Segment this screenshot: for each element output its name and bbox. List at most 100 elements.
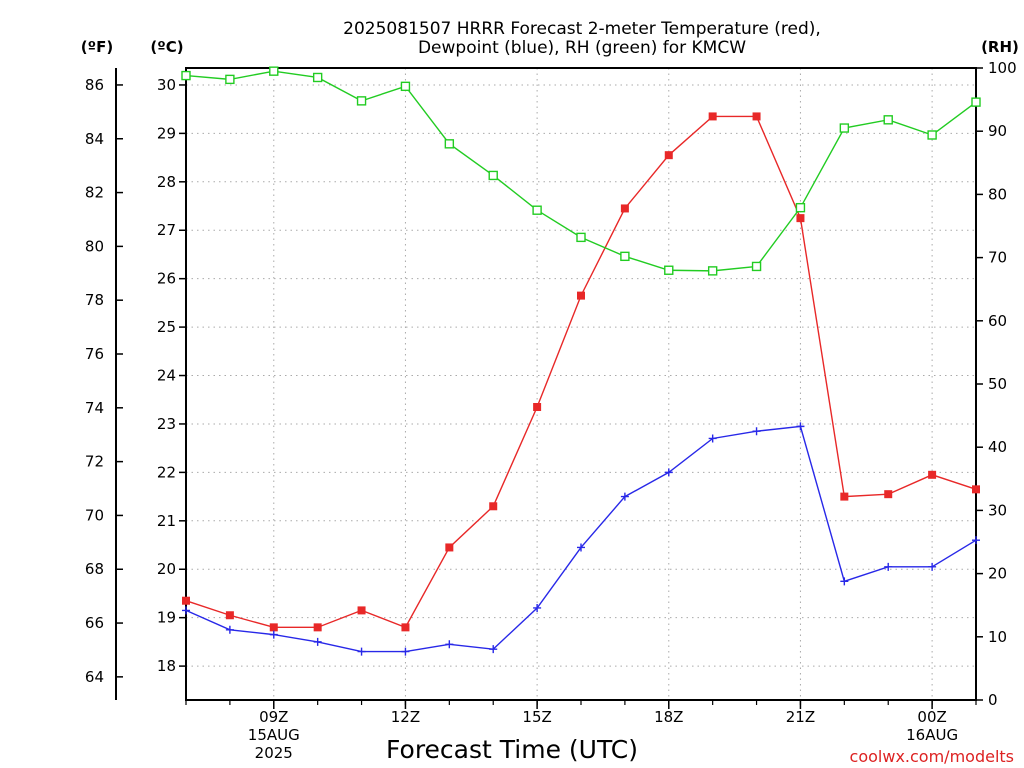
- fahrenheit-tick-label: 78: [85, 291, 104, 309]
- rh-point: [751, 261, 762, 272]
- series: [181, 66, 981, 656]
- fahrenheit-tick-label: 64: [85, 668, 104, 686]
- rh-tick-label: 100: [988, 59, 1017, 77]
- temperature-point: [269, 623, 278, 632]
- rh-unit-label: (RH): [981, 38, 1019, 56]
- source-credit: coolwx.com/modelts: [850, 747, 1014, 766]
- rh-point: [225, 74, 235, 85]
- dewpoint-point: [620, 492, 629, 501]
- fahrenheit-tick-label: 70: [85, 506, 104, 524]
- rh-point: [400, 81, 411, 92]
- rh-point: [839, 123, 850, 133]
- x-tick-label: 15AUG: [248, 726, 300, 744]
- rh-point: [312, 72, 323, 83]
- rh-point: [664, 265, 674, 275]
- grid-lines: [186, 68, 976, 700]
- dewpoint-point: [972, 536, 980, 545]
- rh-tick-label: 0: [988, 691, 998, 709]
- dewpoint-point: [489, 645, 498, 654]
- celsius-tick-label: 18: [157, 657, 176, 675]
- rh-point: [532, 205, 542, 215]
- x-tick-label: 00Z: [917, 708, 946, 726]
- temperature-point: [533, 403, 542, 412]
- celsius-tick-label: 21: [157, 512, 176, 530]
- rh-tick-label: 90: [988, 122, 1007, 140]
- celsius-tick-label: 19: [157, 609, 176, 627]
- rh-tick-label: 70: [988, 249, 1007, 267]
- celsius-tick-label: 22: [157, 463, 176, 481]
- rh-tick-label: 10: [988, 628, 1007, 646]
- dewpoint-point: [577, 543, 585, 552]
- x-tick-label: 2025: [255, 744, 293, 762]
- dewpoint-point: [269, 630, 278, 639]
- fahrenheit-tick-label: 74: [85, 399, 104, 417]
- temperature-point: [972, 485, 980, 494]
- celsius-tick-label: 28: [157, 173, 176, 191]
- dewpoint-point: [357, 647, 366, 656]
- temperature-point: [489, 502, 498, 511]
- chart-title-line-2: Dewpoint (blue), RH (green) for KMCW: [418, 38, 746, 58]
- dewpoint-point: [752, 427, 761, 436]
- temperature-point: [840, 492, 849, 501]
- fahrenheit-tick-label: 76: [85, 345, 104, 363]
- rh-point: [269, 66, 279, 76]
- temperature-point: [357, 606, 366, 615]
- x-tick-label: 18Z: [654, 708, 683, 726]
- dewpoint-point: [708, 434, 717, 443]
- rh-point: [356, 96, 367, 106]
- celsius-tick-label: 29: [157, 124, 176, 142]
- rh-point: [181, 70, 191, 81]
- celsius-tick-label: 30: [157, 76, 176, 94]
- fahrenheit-tick-label: 72: [85, 453, 104, 471]
- rh-point: [620, 251, 630, 262]
- celsius-unit-label: (ºC): [150, 38, 183, 56]
- celsius-tick-label: 27: [157, 221, 176, 239]
- fahrenheit-tick-label: 82: [85, 184, 104, 202]
- dewpoint-point: [928, 562, 937, 571]
- fahrenheit-unit-label: (ºF): [81, 38, 113, 56]
- rh-point: [971, 97, 981, 107]
- dewpoint-point: [533, 603, 542, 612]
- plot-frame: [185, 67, 977, 701]
- temperature-point: [620, 204, 629, 213]
- temperature-point: [445, 543, 454, 552]
- dewpoint-point: [313, 637, 322, 646]
- temperature-point: [708, 112, 717, 121]
- celsius-tick-label: 20: [157, 560, 176, 578]
- temperature-point: [313, 623, 322, 632]
- celsius-tick-label: 25: [157, 318, 176, 336]
- x-tick-label: 09Z: [259, 708, 288, 726]
- rh-point: [444, 139, 455, 149]
- dewpoint-point: [182, 606, 190, 615]
- fahrenheit-tick-label: 84: [85, 130, 104, 148]
- axes: 18 19 20 21 22 23 24 25 26 27 28 29 30 64 66 68 70 72 74 76…: [85, 59, 1017, 762]
- temperature-point: [401, 623, 410, 632]
- chart-title-line-1: 2025081507 HRRR Forecast 2-meter Tempera…: [343, 19, 821, 39]
- temperature-point: [225, 611, 234, 620]
- celsius-tick-label: 23: [157, 415, 176, 433]
- rh-point: [707, 266, 718, 276]
- x-axis-label: Forecast Time (UTC): [386, 735, 638, 764]
- rh-point: [883, 115, 893, 125]
- x-tick-label: 12Z: [391, 708, 420, 726]
- dewpoint-point: [225, 625, 234, 634]
- rh-point: [488, 170, 498, 181]
- fahrenheit-tick-label: 86: [85, 76, 104, 94]
- rh-point: [795, 202, 806, 213]
- celsius-tick-label: 24: [157, 367, 176, 385]
- dewpoint-point: [445, 640, 454, 649]
- dewpoint-point: [401, 647, 410, 656]
- rh-tick-label: 80: [988, 185, 1007, 203]
- rh-tick-label: 20: [988, 565, 1007, 583]
- dewpoint-point: [840, 577, 849, 586]
- fahrenheit-tick-label: 68: [85, 560, 104, 578]
- fahrenheit-tick-label: 80: [85, 237, 104, 255]
- fahrenheit-tick-label: 66: [85, 614, 104, 632]
- rh-tick-label: 30: [988, 501, 1007, 519]
- temperature-point: [577, 291, 585, 300]
- temperature-point: [664, 151, 673, 160]
- rh-point: [927, 130, 937, 140]
- dewpoint-point: [884, 562, 893, 571]
- temperature-point: [928, 470, 937, 479]
- x-tick-label: 16AUG: [906, 726, 958, 744]
